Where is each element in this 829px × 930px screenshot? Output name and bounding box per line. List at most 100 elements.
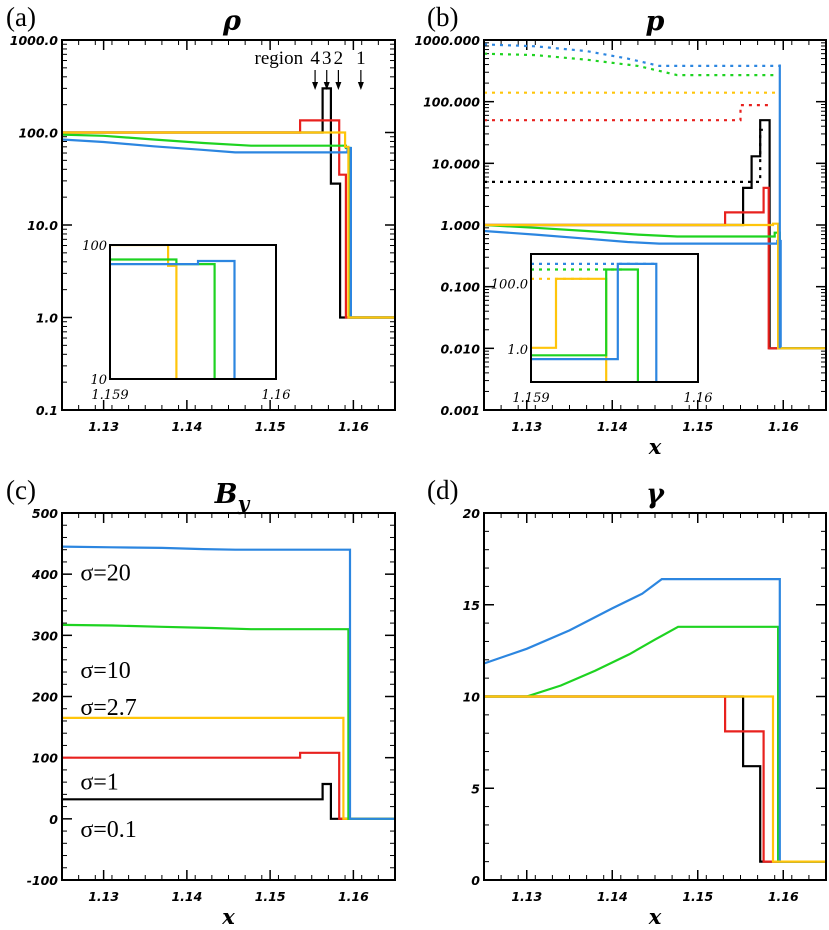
xaxis-label: x <box>221 904 235 929</box>
ytick-label: 100.000 <box>423 95 480 110</box>
inset-ytick-label: 100.0 <box>491 278 528 293</box>
ytick-label: 1000.0 <box>10 33 59 48</box>
xtick-label: 1.13 <box>88 419 119 434</box>
panel-b-series-red-1 <box>484 186 826 350</box>
region-number: 1 <box>356 48 366 69</box>
ytick-label: 1.000 <box>440 218 480 233</box>
region-number: 4 <box>310 48 320 69</box>
ytick-label: 0 <box>49 812 58 827</box>
inset-xtick-label: 1.16 <box>684 391 713 406</box>
panel-d-series-blue-3 <box>484 577 826 863</box>
ytick-label: 0 <box>471 873 480 888</box>
panel-d-series-black-0 <box>484 695 826 863</box>
panel-a-series-blue-3 <box>62 138 395 319</box>
inset-ytick-label: 10 <box>90 373 107 388</box>
sigma-label: σ=0.1 <box>80 817 136 843</box>
sigma-label: σ=1 <box>80 769 118 795</box>
panel-b-series-black-dotted-5 <box>484 128 767 183</box>
ytick-label: 500 <box>32 506 58 521</box>
xtick-label: 1.16 <box>338 889 369 904</box>
inset-a-series-blue-2 <box>110 259 236 379</box>
panel-a: (a) ρ 0.1 1.0 10.0 100.0 1000.0 1.13 1.14 1.15 1.1… <box>6 2 396 434</box>
xaxis-label: x <box>648 904 662 929</box>
sigma-label: σ=2.7 <box>80 695 136 721</box>
panel-b-series-blue-dotted-9 <box>484 43 781 68</box>
panel-b-series-yellow-4 <box>484 222 826 350</box>
xtick-label: 1.13 <box>511 419 542 434</box>
ytick-label: 10 <box>463 690 481 705</box>
inset-a: 100 101.159 1.16 <box>82 239 290 403</box>
inset-b-series-green-4 <box>531 268 640 382</box>
ytick-label: 400 <box>31 567 58 582</box>
xtick-label: 1.13 <box>88 889 119 904</box>
region-label: region <box>255 48 304 69</box>
ytick-label: 0.1 <box>36 403 58 418</box>
inset-xtick-label: 1.16 <box>262 388 291 403</box>
ytick-label: 15 <box>463 598 481 613</box>
xtick-label: 1.14 <box>171 889 202 904</box>
inset-plot-area <box>531 262 658 382</box>
ytick-label: 0.001 <box>440 403 480 418</box>
xtick-label: 1.15 <box>255 419 286 434</box>
ytick-label: 0.010 <box>440 341 480 356</box>
panel-label: (b) <box>427 2 458 32</box>
panel-a-series-black-0 <box>62 87 395 319</box>
ytick-label: 1000.000 <box>414 33 480 48</box>
ytick-label: 10.000 <box>432 156 481 171</box>
inset-xtick-label: 1.159 <box>91 388 128 403</box>
region-number: 3 <box>322 48 332 69</box>
panel-c: (c) By -100 0 100 200 300 400 500 1.13 1.14 1.15 1.1… <box>6 475 396 929</box>
plot-area <box>62 545 395 820</box>
xtick-label: 1.16 <box>338 419 369 434</box>
plot-frame <box>61 39 396 411</box>
panel-title: p <box>646 6 665 37</box>
panel-title: γ <box>646 479 665 510</box>
panel-label: (c) <box>6 475 36 505</box>
xtick-label: 1.16 <box>768 419 799 434</box>
xtick-label: 1.14 <box>597 419 628 434</box>
panel-c-series-blue-4 <box>62 545 395 820</box>
panel-a-series-red-1 <box>62 119 395 319</box>
inset-a-series-yellow-0 <box>110 245 178 379</box>
ytick-label: 5 <box>471 781 480 796</box>
plot-area <box>62 87 395 319</box>
ytick-label: 1.0 <box>36 311 58 326</box>
plot-area <box>484 43 826 350</box>
panel-title-subscript: y <box>237 491 251 515</box>
plot-frame <box>483 39 827 411</box>
ytick-label: 10.0 <box>27 218 58 233</box>
region-arrow-head <box>335 82 342 90</box>
xtick-label: 1.15 <box>255 889 286 904</box>
panel-title: ρ <box>222 6 242 37</box>
xtick-label: 1.15 <box>682 419 713 434</box>
xtick-label: 1.15 <box>682 889 713 904</box>
panel-c-series-green-3 <box>62 623 395 820</box>
panel-b-series-red-dotted-6 <box>484 103 771 122</box>
inset-background <box>110 245 276 379</box>
inset-xtick-label: 1.159 <box>512 391 549 406</box>
ytick-label: 200 <box>32 690 58 705</box>
panel-title: By <box>214 479 251 515</box>
sigma-label: σ=20 <box>80 560 130 586</box>
inset-background <box>531 254 698 382</box>
inset-ytick-label: 100 <box>82 239 107 254</box>
inset-ytick-label: 1.0 <box>507 343 528 358</box>
region-arrow-head <box>357 82 364 90</box>
xtick-label: 1.13 <box>511 889 542 904</box>
region-number: 2 <box>334 48 344 69</box>
panel-d: (d) γ 0 5 10 15 20 1.13 1.14 1.15 1.16 x <box>427 475 827 929</box>
ytick-label: 100.0 <box>18 126 58 141</box>
plot-area <box>484 577 826 863</box>
region-arrow-head <box>323 82 330 90</box>
panel-d-series-green-2 <box>484 625 826 863</box>
xaxis-label: x <box>648 434 662 459</box>
panel-label: (d) <box>427 475 458 505</box>
panel-b-series-green-dotted-8 <box>484 52 779 77</box>
panel-label: (a) <box>6 2 36 32</box>
panel-c-series-yellow-2 <box>62 716 395 820</box>
xtick-label: 1.14 <box>171 419 202 434</box>
panel-d-series-red-1 <box>484 695 826 863</box>
ytick-label: 100 <box>32 751 58 766</box>
plot-frame <box>483 512 827 881</box>
